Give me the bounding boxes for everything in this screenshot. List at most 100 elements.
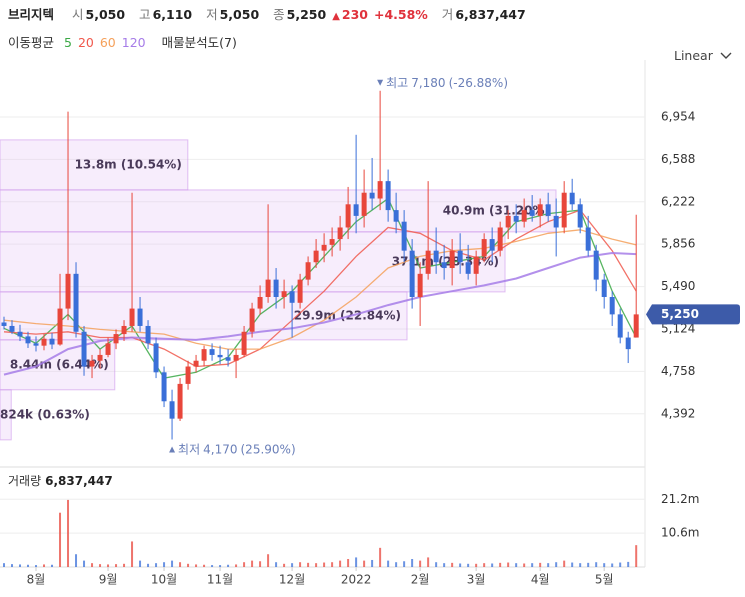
moving-average-line (3, 209, 637, 368)
volume-bar (563, 560, 566, 567)
candle-body (33, 343, 39, 346)
low-value: 5,050 (219, 7, 260, 22)
candle-body (313, 250, 319, 263)
candle-body (369, 192, 375, 199)
volume-bar (179, 562, 182, 567)
volume-label: 거 (441, 7, 454, 22)
chevron[interactable] (720, 51, 732, 61)
candle-body (545, 204, 551, 216)
volume-bar (163, 562, 166, 567)
volume-bar (531, 563, 534, 567)
candle-body (281, 291, 287, 297)
candle-body (297, 279, 303, 303)
volume-bar (603, 563, 606, 567)
volume-bar (355, 557, 358, 567)
candle-body (401, 221, 407, 251)
scale-toggle[interactable]: Linear (674, 48, 732, 63)
candle-body (449, 250, 455, 269)
candle-body (337, 227, 343, 240)
stock-header: 브리지텍 시 5,050 고 6,110 저 5,050 종 5,250 ▲ 230 +4… (8, 4, 528, 23)
candle-body (417, 273, 423, 297)
volume-bar (371, 559, 374, 567)
ma-title[interactable]: 이동평균 (8, 35, 55, 50)
extreme-prefix: 최고 (386, 75, 408, 89)
volume-bar (459, 563, 462, 567)
up-arrow: ▲ (332, 11, 340, 22)
legend-entry[interactable]: 60 (99, 35, 116, 50)
extreme-annotation: 최저 4,170 (25.90%) (178, 442, 296, 456)
candle-body (537, 204, 543, 216)
candle-body (553, 215, 559, 228)
volume-bar (43, 564, 46, 567)
candle-body (585, 227, 591, 251)
volume-bar (435, 562, 438, 567)
candle-body (361, 192, 367, 216)
candle-body (617, 314, 623, 338)
volume-bar (267, 554, 270, 567)
volume-profile-bar (0, 339, 116, 391)
x-tick-label: 2022 (341, 573, 372, 587)
candle-body (569, 192, 575, 205)
legend-entry[interactable]: 20 (77, 35, 94, 50)
candle-body (65, 273, 71, 309)
profile-title[interactable]: 매물분석도(7) (161, 35, 237, 50)
candle-body (81, 331, 87, 367)
candle-body (49, 338, 55, 345)
candle-body (265, 279, 271, 297)
legend-entry[interactable]: 5 (64, 35, 72, 50)
scale-mode[interactable]: Linear (674, 48, 713, 63)
volume-bar (227, 564, 230, 567)
volume-bar (627, 561, 630, 567)
volume-bar (11, 564, 14, 567)
volume-bar (579, 563, 582, 567)
volume-bar (475, 563, 478, 567)
volume-bar (451, 562, 454, 567)
volume-bar (427, 557, 430, 567)
candle-body (273, 279, 279, 297)
volume-bar (35, 565, 38, 567)
candle-body (577, 204, 583, 228)
extreme-label: 7,180 (411, 75, 445, 89)
x-tick-label: 8월 (27, 573, 46, 587)
close-value: 5,250 (286, 7, 327, 22)
candle-body (1, 322, 7, 326)
legend-entry[interactable]: 120 (121, 35, 146, 50)
volume-bar (27, 564, 30, 567)
volume-bar (299, 562, 302, 567)
candle-body (305, 262, 311, 280)
candle-body (233, 354, 239, 361)
candle-body (433, 250, 439, 263)
volume-bar (571, 562, 574, 567)
extreme-annotation: 최고 7,180 (-26.88%) (386, 75, 508, 89)
volume-profile-label: 37.1m (28.34%) (392, 254, 499, 268)
moving-average-line (3, 197, 637, 379)
y-tick-label: 5,490 (661, 279, 695, 293)
y-tick-label: 6,588 (661, 152, 695, 166)
volume-bar (283, 563, 286, 567)
volume-bar (59, 512, 62, 567)
candle-body (609, 296, 615, 315)
volume-bar (411, 559, 414, 567)
x-tick-label: 11월 (207, 573, 233, 587)
volume-bar (275, 562, 278, 567)
candle-body (625, 337, 631, 350)
candle-body (345, 204, 351, 228)
volume-bar (235, 564, 238, 567)
candle-body (25, 336, 31, 344)
volume-bar (307, 562, 310, 567)
volume-bar (539, 562, 542, 567)
volume-bar (403, 561, 406, 567)
volume-bar (171, 560, 174, 567)
volume-bar (395, 562, 398, 567)
candle-body (129, 308, 135, 326)
volume-bar (75, 554, 78, 567)
candle-body (97, 354, 103, 361)
extreme-change: (-26.88%) (449, 75, 508, 89)
volume-bar (443, 563, 446, 567)
indicator-legend[interactable]: 이동평균 5 20 60 120 매물분석도(7) (8, 32, 239, 51)
candle-body (257, 296, 263, 309)
change-value: 230 (341, 7, 368, 22)
volume-profile-label: 29.9m (22.84%) (294, 308, 401, 322)
